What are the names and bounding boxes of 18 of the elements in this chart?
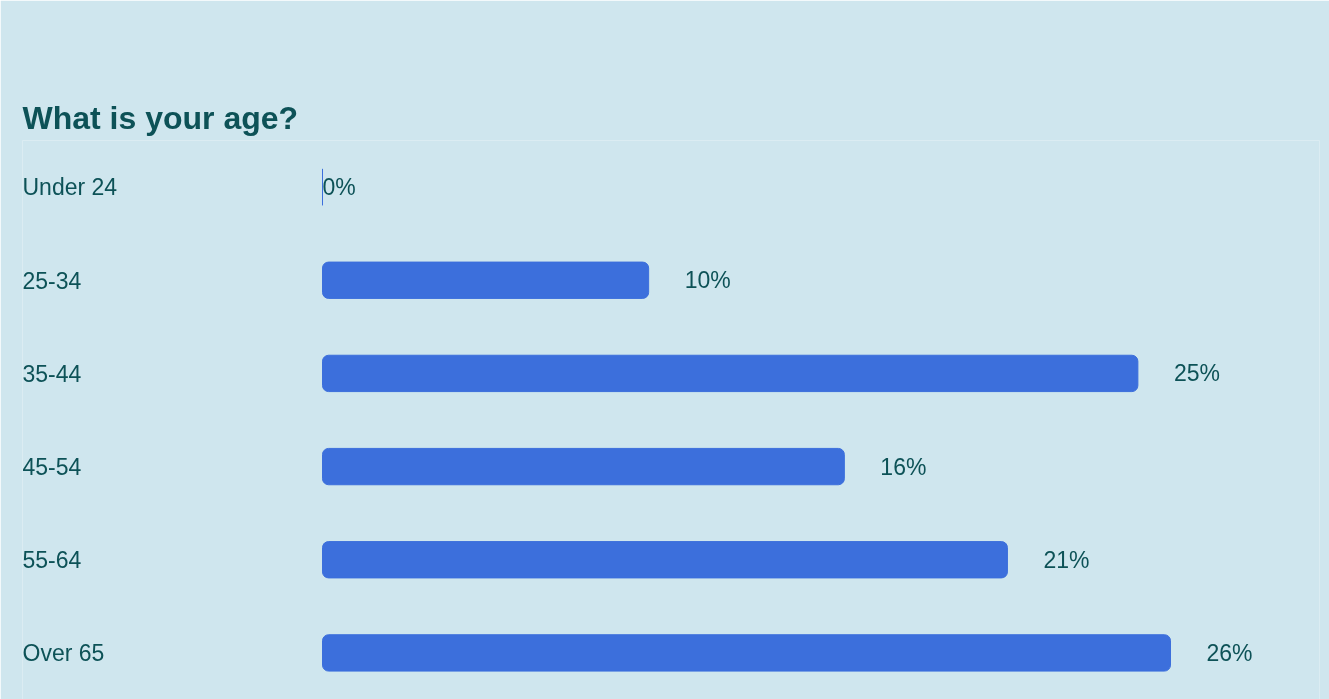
data-label: 26% [1206, 639, 1253, 666]
bar [322, 541, 1008, 579]
bar [322, 634, 1171, 672]
data-label: 10% [684, 267, 731, 294]
y-tick-label: 45-54 [22, 454, 82, 481]
y-tick-label: 25-34 [22, 267, 82, 294]
bar [322, 354, 1139, 393]
chart-title: What is your age? [22, 99, 299, 136]
data-label: 16% [880, 453, 927, 480]
bar [322, 261, 650, 299]
data-label: 25% [1173, 360, 1220, 387]
y-tick-label: Over 65 [22, 639, 105, 666]
y-tick-label: 55-64 [22, 547, 82, 574]
data-label: 21% [1043, 546, 1090, 573]
y-tick-label: Under 24 [22, 174, 118, 201]
y-tick-label: 35-44 [22, 360, 82, 387]
bar [322, 447, 845, 486]
data-label: 0% [322, 174, 356, 201]
